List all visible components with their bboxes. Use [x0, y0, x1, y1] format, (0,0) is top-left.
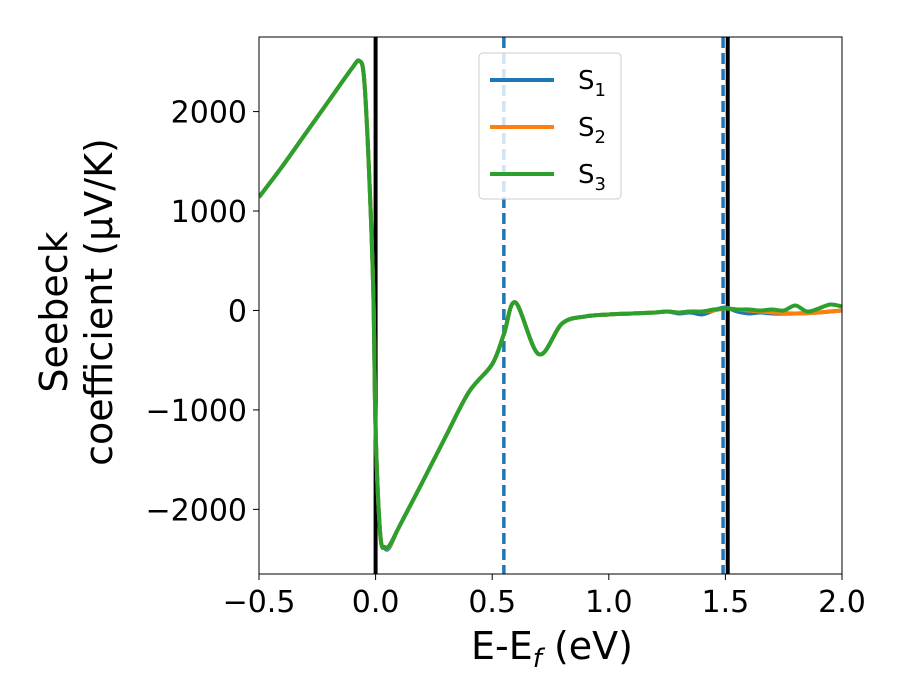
y-tick-label: 2000	[171, 96, 247, 131]
x-axis-title: E-Ef (eV)	[471, 624, 633, 674]
y-axis-title-line1: Seebeck	[32, 231, 76, 392]
x-tick-label: −0.5	[223, 585, 296, 620]
y-tick-label: 1000	[171, 195, 247, 230]
plot-frame	[258, 36, 843, 575]
x-tick-label: 0.0	[352, 585, 400, 620]
legend-label-s3: S3	[578, 160, 606, 195]
legend-label-s2: S2	[578, 113, 606, 148]
y-axis-title-line2: coefficient (μV/K)	[77, 138, 121, 466]
y-axis: −2000 −1000 0 1000 2000	[146, 96, 259, 528]
y-tick-label: −2000	[146, 493, 247, 528]
y-tick-label: −1000	[146, 394, 247, 429]
y-axis-title: Seebeck coefficient (μV/K)	[32, 138, 121, 466]
x-axis: −0.5 0.0 0.5 1.0 1.5 2.0	[223, 574, 866, 620]
x-tick-label: 0.5	[468, 585, 516, 620]
x-tick-label: 1.0	[585, 585, 633, 620]
legend: S1 S2 S3	[478, 52, 622, 200]
series-line-s3	[259, 58, 842, 551]
y-tick-label: 0	[228, 294, 247, 329]
series-layer	[259, 58, 842, 552]
x-tick-label: 1.5	[702, 585, 750, 620]
legend-label-s1: S1	[578, 66, 606, 101]
x-tick-label: 2.0	[818, 585, 866, 620]
